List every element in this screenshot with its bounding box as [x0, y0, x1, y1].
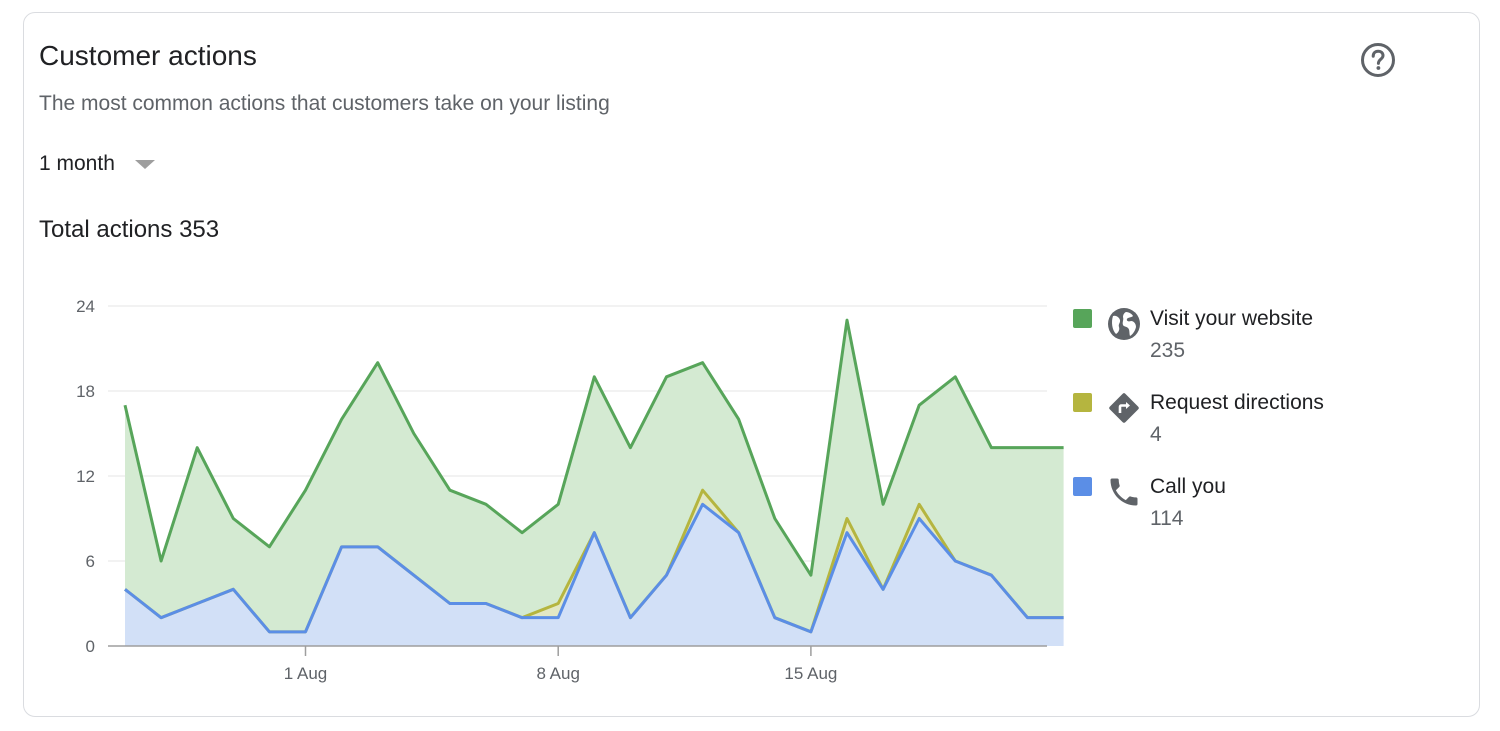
total-actions-label: Total actions — [39, 216, 173, 243]
help-icon[interactable] — [1360, 42, 1396, 78]
x-tick-label: 8 Aug — [536, 664, 580, 683]
legend-count: 114 — [1150, 507, 1184, 530]
legend-label: Visit your website — [1150, 307, 1314, 330]
y-tick-label: 12 — [76, 467, 95, 486]
legend-count: 4 — [1150, 423, 1162, 446]
globe-icon — [1108, 308, 1140, 340]
x-tick-label: 1 Aug — [284, 664, 328, 683]
legend-count: 235 — [1150, 339, 1186, 362]
time-range-label: 1 month — [39, 152, 115, 175]
y-tick-label: 0 — [86, 637, 95, 656]
chevron-down-icon — [134, 159, 155, 169]
phone-icon — [1110, 478, 1138, 506]
y-tick-label: 24 — [76, 297, 95, 316]
area-call-you — [125, 504, 1064, 646]
legend-label: Request directions — [1150, 391, 1324, 414]
y-tick-label: 18 — [76, 382, 95, 401]
total-actions-value: 353 — [179, 216, 220, 243]
legend-label: Call you — [1150, 475, 1226, 498]
card-subtitle: The most common actions that customers t… — [39, 92, 610, 115]
total-actions: Total actions 353 — [39, 216, 219, 244]
line-visit-your-website — [123, 318, 1064, 577]
area-visit-your-website — [125, 320, 1064, 632]
card-title: Customer actions — [39, 40, 257, 71]
legend-swatch — [1073, 393, 1092, 412]
x-tick-label: 15 Aug — [784, 664, 837, 683]
legend-swatch — [1073, 309, 1092, 328]
time-range-dropdown[interactable]: 1 month — [39, 152, 155, 176]
line-call-you — [124, 502, 1064, 634]
legend-swatch — [1073, 477, 1092, 496]
y-tick-label: 6 — [86, 552, 95, 571]
directions-icon — [1109, 393, 1139, 423]
